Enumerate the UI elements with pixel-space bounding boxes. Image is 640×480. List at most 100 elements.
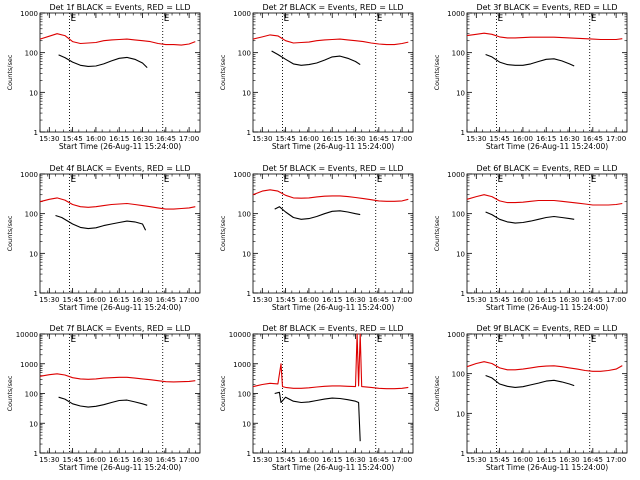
event-marker-label: E xyxy=(71,14,77,24)
events-series-line xyxy=(58,396,148,408)
events-series-line xyxy=(485,374,575,388)
x-tick-label: 15:30 xyxy=(466,135,486,143)
x-tick-label: 16:15 xyxy=(322,135,342,143)
lld-series-line xyxy=(252,333,409,390)
x-tick-label: 15:30 xyxy=(252,135,272,143)
lld-series-line xyxy=(39,373,196,383)
event-marker-label: E xyxy=(498,14,504,24)
x-tick-label: 17:00 xyxy=(606,456,626,464)
x-tick-label: 15:30 xyxy=(39,135,59,143)
x-tick-label: 16:15 xyxy=(322,456,342,464)
x-tick-label: 15:45 xyxy=(63,135,83,143)
events-series-line xyxy=(274,206,361,220)
panel-det-9: Det 9f BLACK = Events, RED = LLD 1 10 100 10… xyxy=(433,324,628,472)
x-tick-label: 15:45 xyxy=(63,296,83,304)
x-tick-label: 17:00 xyxy=(179,135,199,143)
plot-frame xyxy=(252,173,414,294)
y-tick-label: 1000 xyxy=(20,361,38,369)
x-tick-label: 16:45 xyxy=(156,456,176,464)
event-marker-label: E xyxy=(284,335,290,345)
x-tick-label: 16:30 xyxy=(132,456,152,464)
panel-title: Det 5f BLACK = Events, RED = LLD xyxy=(262,164,403,173)
y-axis-label: Counts/sec xyxy=(219,215,227,251)
x-tick-label: 16:45 xyxy=(369,456,389,464)
lld-series-line xyxy=(39,33,196,46)
y-axis-label: Counts/sec xyxy=(6,375,14,411)
events-series-line xyxy=(58,54,148,68)
event-marker-label: E xyxy=(377,335,383,345)
x-axis-label: Start Time (26-Aug-11 15:24:00) xyxy=(486,463,608,472)
event-marker-label: E xyxy=(591,14,597,24)
y-tick-label: 1 xyxy=(247,290,251,298)
y-tick-label: 1000 xyxy=(233,171,251,179)
events-series-line xyxy=(274,391,361,442)
x-tick-label: 16:45 xyxy=(156,135,176,143)
event-marker-label: E xyxy=(377,14,383,24)
x-tick-label: 15:30 xyxy=(39,296,59,304)
x-tick-label: 16:45 xyxy=(583,456,603,464)
y-axis-label: Counts/sec xyxy=(219,375,227,411)
x-axis-label: Start Time (26-Aug-11 15:24:00) xyxy=(272,463,394,472)
panel-title: Det 3f BLACK = Events, RED = LLD xyxy=(476,3,617,12)
x-tick-label: 17:00 xyxy=(179,456,199,464)
y-axis-label: Counts/sec xyxy=(433,54,441,90)
y-tick-label: 1 xyxy=(461,450,465,458)
x-tick-label: 16:30 xyxy=(132,296,152,304)
event-marker-label: E xyxy=(591,335,597,345)
y-tick-label: 1000 xyxy=(447,10,465,18)
x-tick-label: 15:30 xyxy=(252,456,272,464)
lld-series-line xyxy=(466,32,623,41)
panel-det-2: Det 2f BLACK = Events, RED = LLD 1 10 100 10… xyxy=(219,3,414,151)
y-tick-label: 10 xyxy=(456,410,465,418)
y-tick-label: 1 xyxy=(34,290,38,298)
x-tick-label: 15:30 xyxy=(466,456,486,464)
x-tick-label: 16:30 xyxy=(132,135,152,143)
plot-frame xyxy=(466,12,628,133)
event-marker-label: E xyxy=(498,335,504,345)
y-tick-label: 100 xyxy=(25,391,38,399)
y-tick-label: 1 xyxy=(34,129,38,137)
y-tick-label: 100 xyxy=(238,391,251,399)
y-tick-label: 100 xyxy=(452,50,465,58)
x-tick-label: 17:00 xyxy=(606,135,626,143)
y-tick-label: 10 xyxy=(29,420,38,428)
event-marker-label: E xyxy=(71,175,77,185)
y-tick-label: 100 xyxy=(238,50,251,58)
event-marker-label: E xyxy=(164,175,170,185)
x-tick-label: 17:00 xyxy=(392,135,412,143)
y-axis-label: Counts/sec xyxy=(219,54,227,90)
y-tick-label: 100 xyxy=(25,50,38,58)
x-tick-label: 16:45 xyxy=(369,296,389,304)
panel-title: Det 4f BLACK = Events, RED = LLD xyxy=(49,164,190,173)
x-tick-label: 16:00 xyxy=(513,456,533,464)
panel-title: Det 8f BLACK = Events, RED = LLD xyxy=(262,324,403,333)
x-tick-label: 16:00 xyxy=(86,456,106,464)
events-series-line xyxy=(485,53,575,67)
y-tick-label: 1000 xyxy=(447,171,465,179)
x-tick-label: 16:15 xyxy=(536,456,556,464)
y-tick-label: 1000 xyxy=(233,10,251,18)
y-axis-label: Counts/sec xyxy=(433,215,441,251)
x-axis-label: Start Time (26-Aug-11 15:24:00) xyxy=(272,142,394,151)
x-tick-label: 16:45 xyxy=(156,296,176,304)
x-tick-label: 16:00 xyxy=(513,296,533,304)
x-tick-label: 16:45 xyxy=(583,296,603,304)
y-tick-label: 1000 xyxy=(20,171,38,179)
lld-series-line xyxy=(466,194,623,206)
y-tick-label: 10 xyxy=(242,420,251,428)
x-axis-label: Start Time (26-Aug-11 15:24:00) xyxy=(272,303,394,312)
panel-title: Det 7f BLACK = Events, RED = LLD xyxy=(49,324,190,333)
x-tick-label: 17:00 xyxy=(392,296,412,304)
y-tick-label: 1000 xyxy=(20,10,38,18)
panel-title: Det 1f BLACK = Events, RED = LLD xyxy=(49,3,190,12)
y-tick-label: 100 xyxy=(25,211,38,219)
panel-det-3: Det 3f BLACK = Events, RED = LLD 1 10 100 10… xyxy=(433,3,628,151)
x-tick-label: 15:45 xyxy=(490,456,510,464)
x-tick-label: 16:30 xyxy=(345,135,365,143)
panel-det-8: Det 8f BLACK = Events, RED = LLD 1 10 100 10… xyxy=(219,324,414,472)
x-tick-label: 15:45 xyxy=(490,135,510,143)
x-tick-label: 16:30 xyxy=(345,296,365,304)
y-tick-label: 10 xyxy=(456,89,465,97)
y-axis-label: Counts/sec xyxy=(433,375,441,411)
y-tick-label: 1000 xyxy=(233,361,251,369)
